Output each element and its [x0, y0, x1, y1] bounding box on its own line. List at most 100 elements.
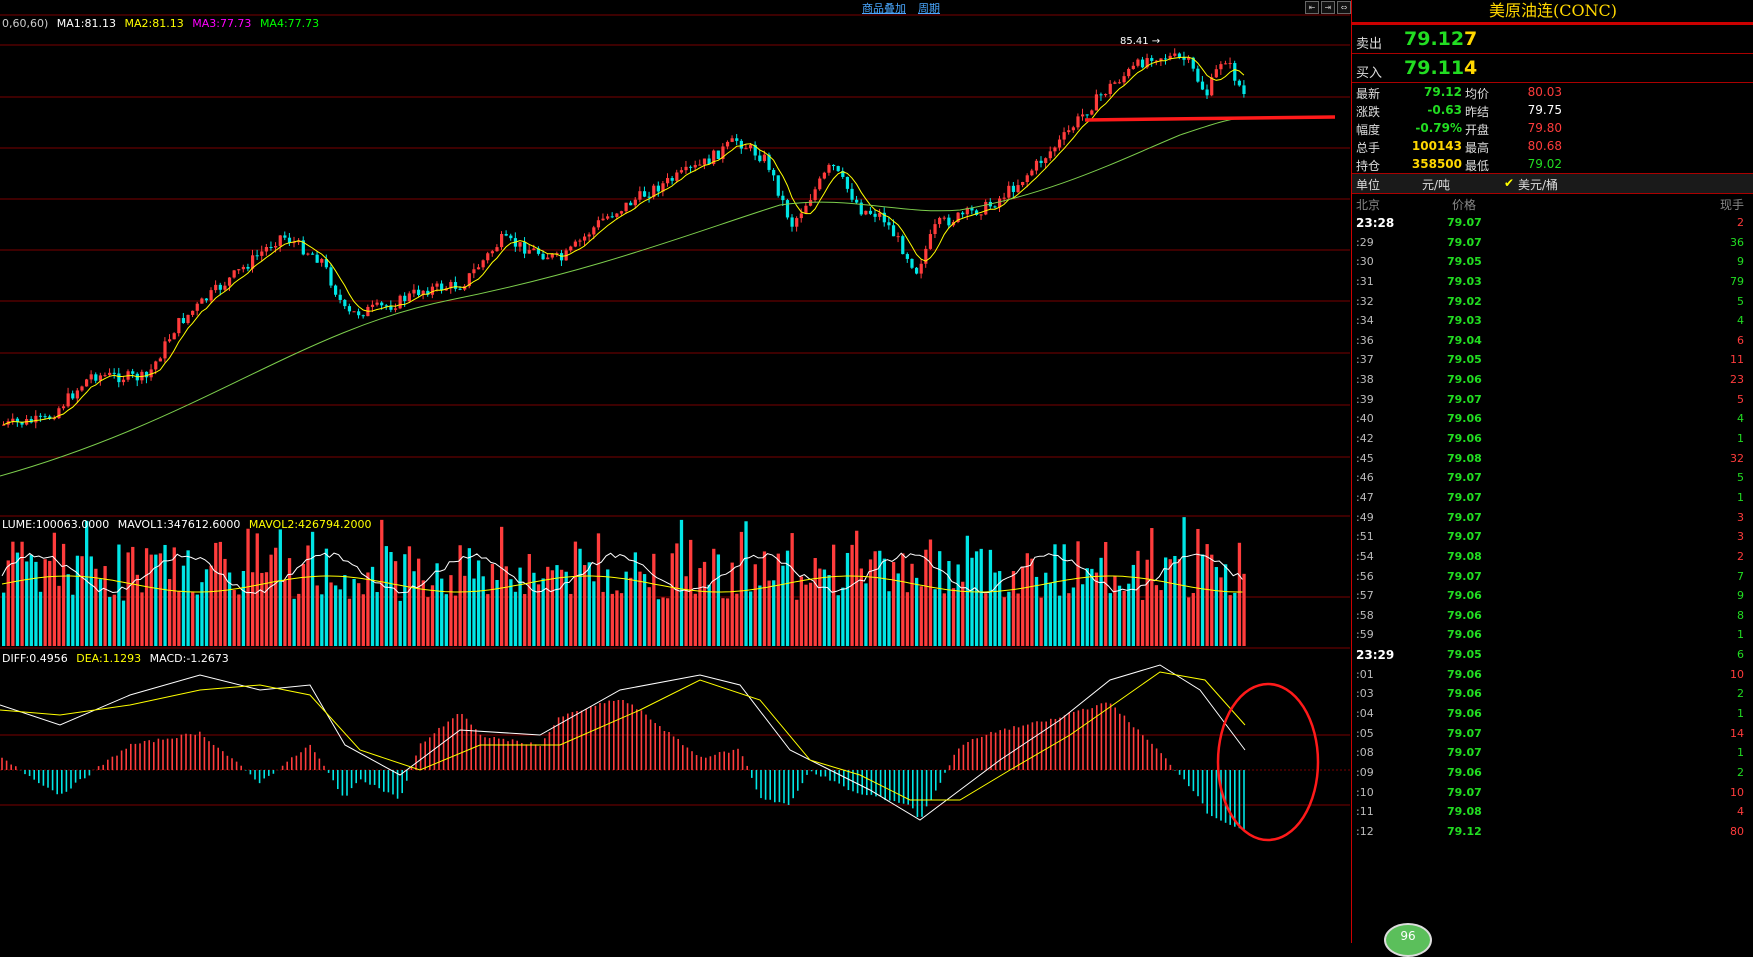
volume-bar	[1039, 597, 1043, 646]
candle-body	[66, 393, 70, 407]
tick-row: :39 79.07 5	[1352, 389, 1753, 409]
tick-list[interactable]: 23:28 79.07 2:29 79.07 36:30 79.05 9:31 79.03 79…	[1352, 212, 1753, 841]
volume-bar	[453, 595, 458, 646]
candle-body	[218, 284, 222, 290]
volume-bar	[1113, 576, 1117, 646]
candle-body	[924, 248, 928, 264]
tick-volume: 4	[1737, 412, 1744, 426]
volume-bar	[15, 552, 20, 646]
volume-bar	[334, 585, 338, 646]
candle-body	[20, 422, 24, 425]
tick-row: :54 79.08 2	[1352, 546, 1753, 566]
candle-body	[1025, 175, 1029, 182]
volume-bar	[915, 577, 919, 646]
candle-body	[34, 415, 38, 423]
candle-body	[633, 199, 637, 206]
candle-body	[1104, 94, 1108, 96]
candle-body	[1242, 85, 1246, 94]
tick-volume: 6	[1737, 333, 1744, 347]
unit-option-usd[interactable]: 美元/桶	[1518, 178, 1559, 192]
volume-bar	[375, 592, 379, 646]
volume-bar	[417, 558, 421, 646]
volume-bar	[712, 548, 716, 646]
tick-volume: 4	[1737, 805, 1744, 819]
candle-body	[172, 333, 176, 340]
tick-time: :45	[1356, 451, 1374, 465]
candle-body	[315, 254, 319, 263]
tick-row: :10 79.07 10	[1352, 782, 1753, 802]
volume-bar	[808, 582, 813, 646]
kline-chart[interactable]: 85.41 →	[0, 0, 1350, 943]
candle-body	[1048, 151, 1052, 159]
speed-badge[interactable]: 96	[1384, 923, 1432, 957]
volume-bar	[873, 551, 877, 646]
candle-body	[117, 373, 121, 383]
candle-body	[264, 246, 269, 252]
scroll-right-icon[interactable]: ⇥	[1321, 1, 1335, 14]
candle-body	[1214, 69, 1218, 78]
candle-body	[329, 267, 333, 286]
candle-body	[1122, 76, 1126, 83]
period-link[interactable]: 周期	[918, 2, 940, 15]
candle-body	[154, 361, 158, 370]
volume-bar	[467, 548, 472, 646]
volume-bar	[799, 576, 804, 646]
volume-bar	[393, 561, 398, 646]
candle-body	[200, 298, 204, 304]
candle-body	[993, 206, 997, 208]
tick-time: :30	[1356, 255, 1374, 269]
volume-bar	[135, 574, 140, 646]
candlesticks	[2, 48, 1246, 429]
candle-body	[666, 178, 670, 184]
volume-bar	[559, 569, 564, 646]
candle-body	[1168, 55, 1172, 60]
stats-row: 总手 100143 最高 80.68	[1352, 137, 1753, 155]
volume-bar	[730, 562, 734, 646]
volume-bar	[357, 583, 361, 646]
tick-volume: 7	[1737, 569, 1744, 583]
candle-body	[1113, 82, 1117, 84]
tick-time: :09	[1356, 765, 1374, 779]
volume-bar	[596, 533, 601, 646]
candle-body	[532, 248, 536, 251]
volume-bar	[1140, 599, 1145, 646]
overlay-link[interactable]: 商品叠加	[862, 2, 906, 15]
candle-body	[970, 207, 974, 211]
tick-row: :38 79.06 23	[1352, 369, 1753, 389]
tick-price: 79.05	[1447, 648, 1482, 662]
tick-header-volume: 现手	[1719, 198, 1744, 212]
volume-bar	[933, 589, 937, 646]
tick-volume: 9	[1737, 589, 1744, 603]
tick-row: :08 79.07 1	[1352, 742, 1753, 762]
tick-time: :01	[1356, 667, 1374, 681]
tick-price: 79.06	[1447, 628, 1482, 642]
zoom-icon[interactable]: ⇔	[1337, 1, 1351, 14]
candle-body	[527, 250, 531, 254]
volume-bar	[1117, 585, 1122, 646]
tick-time: :37	[1356, 353, 1374, 367]
candle-body	[961, 212, 965, 215]
volume-bar	[301, 564, 306, 646]
scroll-left-icon[interactable]: ⇤	[1305, 1, 1319, 14]
volume-bar	[527, 554, 531, 646]
candle-body	[938, 217, 942, 225]
volume-bar	[343, 575, 347, 646]
volume-bar	[675, 543, 679, 646]
kline-chart-area[interactable]: 85.41 → 0,60,60) MA1:81.13 MA2:81.13 MA3…	[0, 0, 1351, 943]
volume-bar	[864, 583, 868, 646]
volume-bar	[297, 593, 301, 646]
volume-legend: LUME:100063.0000 MAVOL1:347612.6000 MAVO…	[2, 518, 377, 531]
candle-body	[1021, 181, 1025, 186]
volume-bar	[1057, 595, 1062, 646]
volume-bar	[776, 553, 780, 646]
candle-body	[601, 218, 605, 221]
candle-body	[490, 251, 494, 254]
tick-price: 79.06	[1447, 687, 1482, 701]
volume-bar	[868, 559, 873, 646]
candle-body	[790, 217, 794, 227]
tick-price: 79.08	[1447, 549, 1482, 563]
volume-bar	[449, 575, 453, 646]
candle-body	[98, 375, 103, 381]
tick-row: :04 79.06 1	[1352, 703, 1753, 723]
unit-option-cny[interactable]: 元/吨	[1422, 178, 1451, 192]
